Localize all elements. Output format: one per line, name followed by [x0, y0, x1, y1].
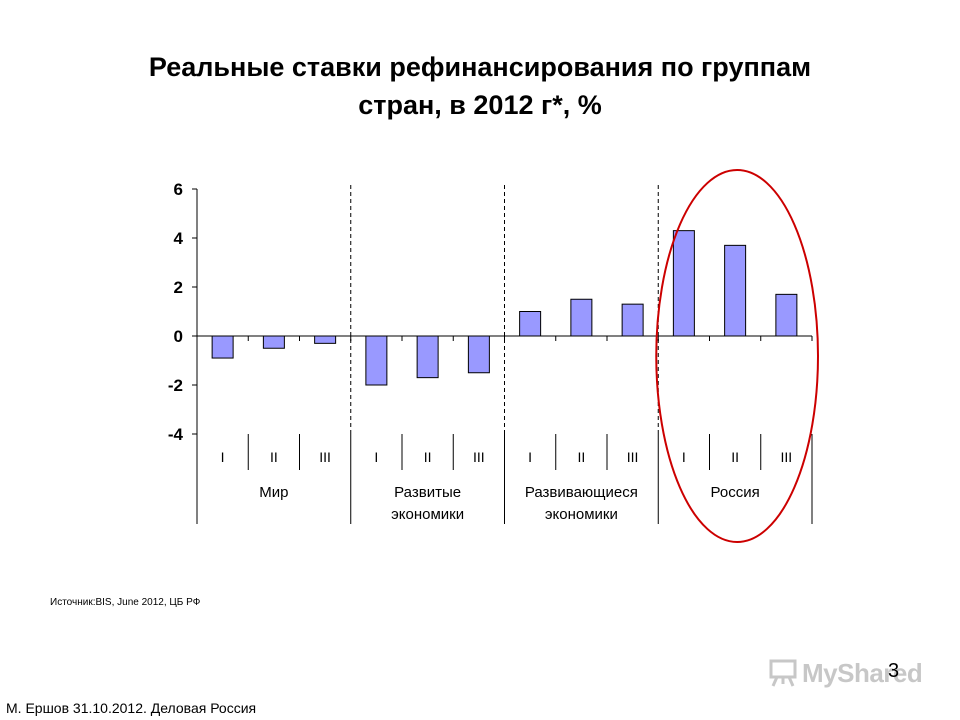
bar — [467, 335, 490, 374]
highlight-ellipse — [655, 169, 819, 543]
bar — [365, 335, 388, 386]
x-tick-label: II — [731, 449, 739, 465]
x-tick-label: III — [319, 449, 331, 465]
x-tick-label: II — [577, 449, 585, 465]
logo-text: MyShared — [802, 657, 923, 688]
chart-title-line-2: стран, в 2012 г*, % — [358, 90, 602, 120]
x-tick-label: I — [221, 449, 225, 465]
bar — [416, 335, 439, 379]
bar — [724, 244, 747, 337]
y-tick-label: -4 — [168, 425, 184, 444]
group-label: Развитые — [394, 484, 461, 501]
x-tick-label: II — [424, 449, 432, 465]
bar — [519, 311, 542, 337]
page-number: 3 — [888, 660, 900, 682]
x-tick-label: II — [270, 449, 278, 465]
group-label: Развивающиеся — [525, 484, 638, 501]
bar — [211, 335, 234, 359]
group-label: Мир — [259, 484, 288, 501]
y-tick-label: 4 — [174, 229, 184, 248]
group-label: Россия — [711, 484, 760, 501]
bar — [621, 303, 644, 337]
footer-text: М. Ершов 31.10.2012. Деловая Россия — [6, 700, 257, 716]
x-tick-label: III — [781, 449, 793, 465]
y-tick-label: 6 — [174, 180, 183, 199]
presentation-board-icon — [769, 659, 797, 687]
y-tick-label: 0 — [174, 327, 183, 346]
watermark-logo: MyShared — [768, 655, 928, 691]
chart-title: Реальные ставки рефинансирования по груп… — [40, 48, 920, 124]
group-label: экономики — [391, 506, 464, 523]
x-tick-label: I — [528, 449, 532, 465]
bar — [672, 230, 695, 337]
group-label: экономики — [545, 506, 618, 523]
x-tick-label: III — [473, 449, 485, 465]
y-tick-label: 2 — [174, 278, 183, 297]
x-tick-label: I — [682, 449, 686, 465]
x-tick-label: I — [374, 449, 378, 465]
bar — [314, 335, 337, 344]
y-tick-label: -2 — [168, 376, 183, 395]
bar — [775, 293, 798, 337]
bar — [262, 335, 285, 349]
x-tick-label: III — [627, 449, 639, 465]
bar — [570, 298, 593, 337]
source-note: Источник:BIS, June 2012, ЦБ РФ — [50, 597, 201, 608]
chart-title-line-1: Реальные ставки рефинансирования по груп… — [148, 52, 812, 82]
